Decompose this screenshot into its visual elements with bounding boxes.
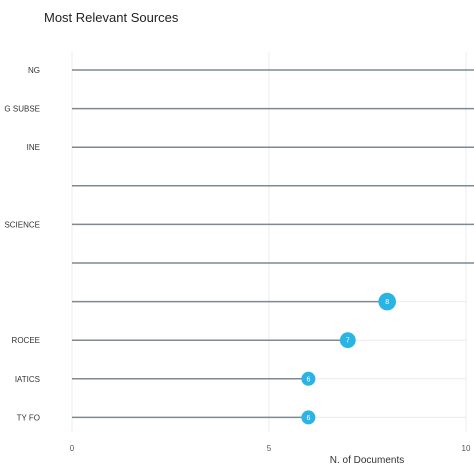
category-label: ROCEE (12, 336, 40, 345)
stem-layer (72, 69, 474, 419)
lollipop-dot (339, 332, 356, 349)
x-tick-label: 0 (70, 444, 75, 453)
data-label: 6 (306, 376, 310, 383)
data-label: 7 (346, 338, 350, 345)
chart-title: Most Relevant Sources (44, 10, 179, 25)
category-label: TY FO (17, 413, 40, 422)
lollipop-dot (378, 292, 397, 311)
label-layer: 0 5 10 NG G SUBSE INE SCIENCE ROCEE IATICS TY FO (4, 66, 471, 453)
data-label: 6 (306, 415, 310, 422)
x-tick-label: 10 (462, 444, 471, 453)
lollipop-dot (301, 410, 316, 425)
category-label: INE (27, 143, 40, 152)
data-label: 8 (385, 299, 389, 306)
category-label: NG (28, 66, 40, 75)
category-label: SCIENCE (4, 220, 40, 229)
x-axis-title: N. of Documents (330, 455, 404, 466)
x-tick-label: 5 (267, 444, 272, 453)
lollipop-dot (301, 371, 316, 386)
dot-layer: 8 7 6 6 (301, 292, 397, 425)
category-label: G SUBSE (4, 105, 40, 114)
category-label: IATICS (15, 375, 40, 384)
